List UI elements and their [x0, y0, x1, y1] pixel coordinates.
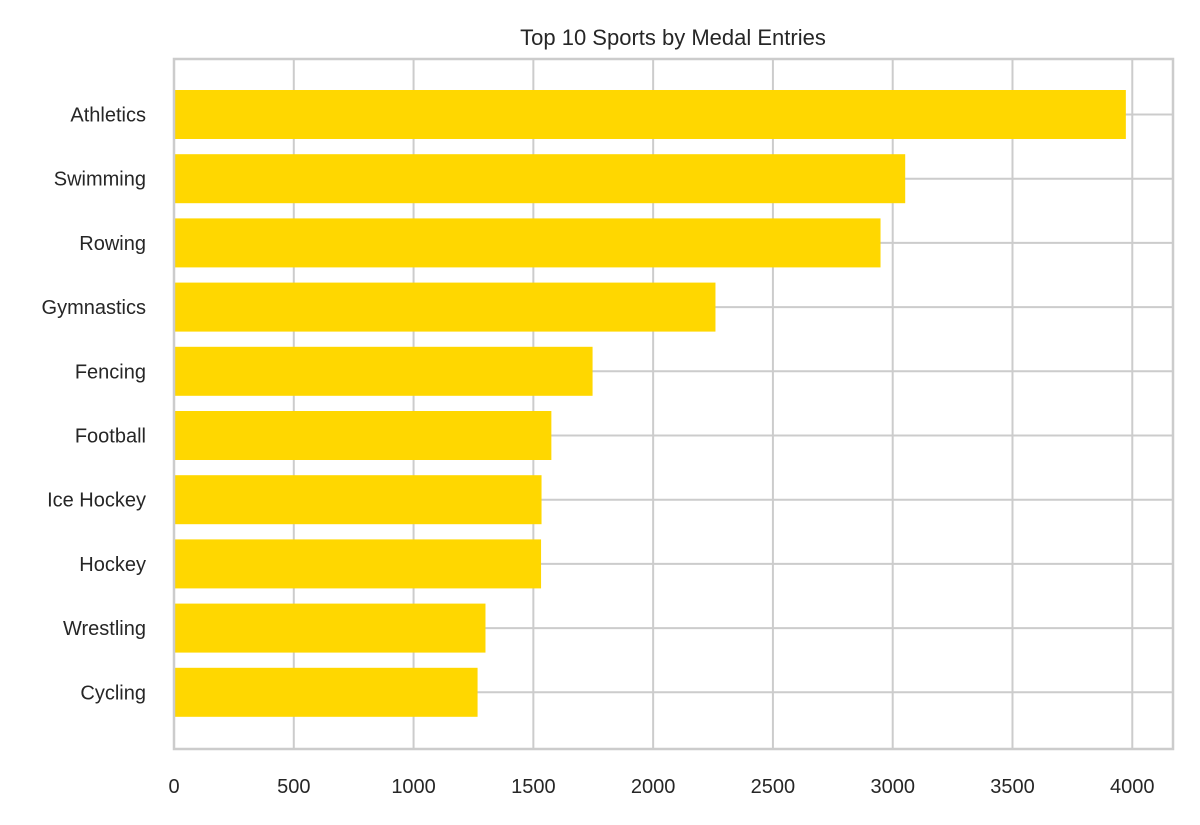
bar-hockey	[175, 539, 542, 589]
y-tick-label: Hockey	[79, 554, 146, 576]
bars	[175, 90, 1126, 717]
y-tick-labels: Athletics Swimming Rowing Gymnastics Fencing…	[42, 105, 146, 705]
x-tick-labels: 0 500 1000 1500 2000 2500 3000 3500 4000	[168, 776, 1154, 798]
bar-gymnastics	[175, 282, 716, 332]
y-tick-label: Wrestling	[63, 618, 146, 640]
x-tick-label: 3500	[990, 776, 1035, 798]
bar-football	[175, 411, 552, 460]
y-tick-label: Swimming	[54, 169, 146, 191]
y-tick-label: Football	[75, 426, 146, 448]
x-tick-label: 1000	[391, 776, 436, 798]
bar-cycling	[175, 667, 478, 717]
x-tick-label: 2500	[751, 776, 796, 798]
x-tick-label: 3000	[870, 776, 915, 798]
x-tick-label: 0	[168, 776, 179, 798]
bar-swimming	[175, 154, 906, 204]
x-tick-label: 1500	[511, 776, 556, 798]
x-tick-label: 2000	[631, 776, 676, 798]
y-tick-label: Ice Hockey	[47, 490, 146, 512]
bar-wrestling	[175, 603, 486, 653]
bar-athletics	[175, 90, 1126, 139]
y-tick-label: Cycling	[80, 682, 146, 704]
x-tick-label: 500	[277, 776, 310, 798]
y-tick-label: Athletics	[70, 105, 146, 127]
y-tick-label: Fencing	[75, 361, 146, 383]
x-tick-label: 4000	[1110, 776, 1155, 798]
bar-ice-hockey	[175, 475, 542, 525]
y-tick-label: Gymnastics	[42, 297, 146, 319]
bar-fencing	[175, 346, 593, 396]
plot-frame	[172, 57, 1175, 751]
bar-rowing	[175, 218, 881, 268]
y-tick-label: Rowing	[79, 233, 146, 255]
chart-title: Top 10 Sports by Medal Entries	[520, 25, 826, 50]
